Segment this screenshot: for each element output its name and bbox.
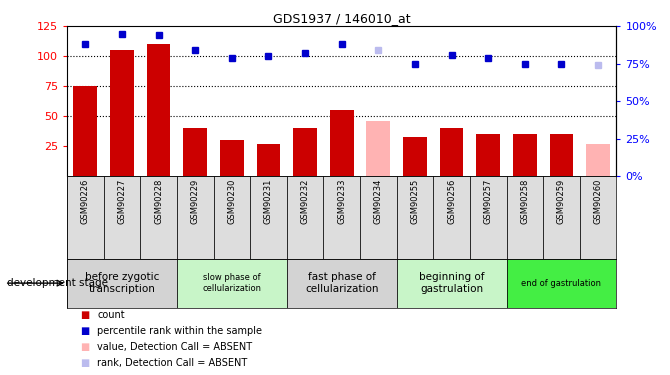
Title: GDS1937 / 146010_at: GDS1937 / 146010_at [273,12,411,25]
Text: slow phase of
cellularization: slow phase of cellularization [202,273,261,293]
Text: ■: ■ [80,326,90,336]
Bar [177,259,287,308]
Bar [257,144,280,176]
Text: beginning of
gastrulation: beginning of gastrulation [419,272,484,294]
Text: GSM90226: GSM90226 [81,179,90,224]
Bar [147,44,170,176]
Bar [220,140,244,176]
Bar [360,176,397,259]
Text: GSM90229: GSM90229 [191,179,200,224]
Text: development stage: development stage [7,278,108,288]
Text: GSM90234: GSM90234 [374,179,383,224]
Bar [287,259,397,308]
Text: value, Detection Call = ABSENT: value, Detection Call = ABSENT [97,342,253,352]
Bar [586,144,610,176]
Text: GSM90256: GSM90256 [447,179,456,224]
Bar [397,259,507,308]
Text: GSM90257: GSM90257 [484,179,492,224]
Bar [470,176,507,259]
Text: percentile rank within the sample: percentile rank within the sample [97,326,262,336]
Text: GSM90260: GSM90260 [594,179,602,224]
Bar [293,128,317,176]
Bar [433,176,470,259]
Bar [104,176,140,259]
Text: GSM90255: GSM90255 [411,179,419,224]
Bar [184,128,207,176]
Bar [403,136,427,176]
Bar [214,176,250,259]
Bar [549,134,574,176]
Bar [580,176,616,259]
Text: count: count [97,310,125,320]
Bar [287,176,324,259]
Bar [476,134,500,176]
Bar [543,176,580,259]
Bar [324,176,360,259]
Bar [67,176,104,259]
Text: GSM90259: GSM90259 [557,179,566,224]
Text: GSM90231: GSM90231 [264,179,273,224]
Text: GSM90227: GSM90227 [117,179,127,224]
Text: GSM90230: GSM90230 [227,179,237,224]
Text: GSM90258: GSM90258 [521,179,529,224]
Text: GSM90228: GSM90228 [154,179,163,224]
Bar [250,176,287,259]
Text: ■: ■ [80,310,90,320]
Bar [507,176,543,259]
Bar [330,110,354,176]
Text: before zygotic
transcription: before zygotic transcription [84,272,159,294]
Bar [67,259,177,308]
Bar [140,176,177,259]
Bar [366,121,390,176]
Text: ■: ■ [80,342,90,352]
Text: fast phase of
cellularization: fast phase of cellularization [305,272,379,294]
Bar [397,176,433,259]
Text: GSM90233: GSM90233 [337,179,346,224]
Bar [440,128,464,176]
Text: GSM90232: GSM90232 [301,179,310,224]
Bar [74,86,97,176]
Bar [513,134,537,176]
Text: end of gastrulation: end of gastrulation [521,279,602,288]
Bar [110,50,134,176]
Text: rank, Detection Call = ABSENT: rank, Detection Call = ABSENT [97,358,247,368]
Bar [177,176,214,259]
Text: ■: ■ [80,358,90,368]
Bar [507,259,616,308]
